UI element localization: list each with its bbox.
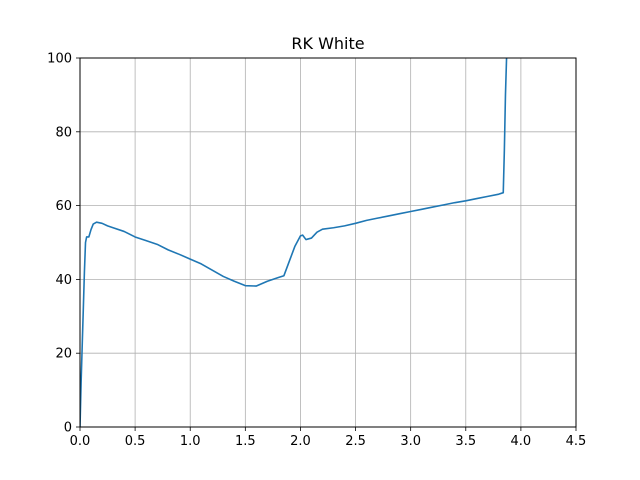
y-tick-label: 20 [55,347,72,362]
x-tick-label: 4.0 [511,434,532,449]
axis-ticks: 0.0 0.5 1.0 1.5 2.0 2.5 3.0 3.5 4.0 4.5 0 20 40 60 80 1… [47,52,586,450]
x-tick-label: 1.0 [180,434,201,449]
y-tick-label: 100 [47,52,72,67]
plot-frame [79,57,577,428]
y-tick-label: 60 [55,199,72,214]
x-tick-label: 1.5 [235,434,256,449]
x-tick-label: 3.0 [400,434,421,449]
series-layer [80,58,508,427]
y-tick-label: 80 [55,125,72,140]
x-tick-label: 0.0 [70,434,91,449]
x-tick-label: 3.5 [455,434,476,449]
series-line-0 [80,58,508,427]
x-tick-label: 4.5 [566,434,587,449]
x-tick-label: 0.5 [125,434,146,449]
x-tick-label: 2.0 [290,434,311,449]
y-tick-label: 0 [64,421,72,436]
chart-title: RK White [291,34,364,53]
x-tick-label: 2.5 [345,434,366,449]
y-tick-label: 40 [55,273,72,288]
